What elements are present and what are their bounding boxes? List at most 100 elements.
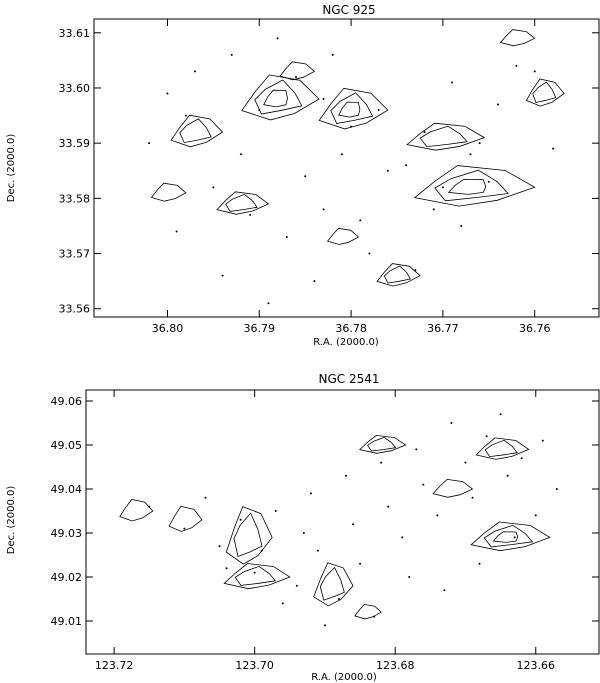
star-point — [212, 186, 215, 189]
star-point — [450, 422, 453, 424]
stellar-association-contour — [383, 265, 412, 284]
star-point — [471, 496, 474, 499]
stellar-association-contour — [313, 562, 354, 607]
x-tick-label: 36.78 — [335, 322, 367, 335]
x-tick-label: 123.68 — [376, 659, 415, 672]
star-point — [323, 624, 326, 627]
stellar-association-contour — [330, 92, 374, 124]
panel2-x-ticks: 123.72 123.70 123.68 123.66 — [95, 390, 555, 672]
x-tick-label: 36.80 — [152, 322, 184, 335]
star-point — [239, 153, 242, 156]
panel2-title: NGC 2541 — [318, 372, 379, 386]
star-point — [184, 114, 187, 117]
star-point — [408, 576, 411, 578]
star-point — [469, 153, 472, 156]
star-point — [148, 142, 151, 145]
y-tick-label: 49.06 — [51, 395, 83, 408]
panel1-title: NGC 925 — [322, 3, 375, 17]
star-point — [316, 549, 319, 552]
star-point — [276, 37, 279, 40]
star-point — [225, 567, 228, 570]
stellar-association-contour — [254, 79, 303, 115]
panel2-y-ticks: 49.01 49.02 49.03 49.04 49.05 49.06 — [51, 395, 599, 628]
x-tick-label: 123.70 — [235, 659, 274, 672]
star-point — [221, 274, 224, 277]
stellar-association-contour — [354, 604, 382, 620]
star-point — [309, 492, 312, 495]
stellar-association-contour — [413, 165, 536, 207]
star-point — [253, 571, 256, 574]
stellar-association-contour — [470, 521, 551, 552]
stellar-association-contour — [119, 499, 154, 522]
stellar-association-contour — [532, 81, 557, 103]
x-tick-label: 36.76 — [519, 322, 551, 335]
stellar-association-contour — [338, 101, 361, 118]
star-point — [497, 103, 499, 106]
stellar-association-contour — [432, 478, 474, 498]
star-point — [194, 70, 196, 73]
star-point — [340, 153, 343, 156]
star-point — [313, 280, 316, 283]
panel1-y-axis-label: Dec. (2000.0) — [6, 134, 17, 203]
star-point — [295, 75, 297, 78]
stellar-association-contour — [434, 169, 509, 202]
star-point — [337, 598, 340, 600]
stellar-association-contour — [358, 434, 407, 454]
star-point — [218, 545, 221, 548]
stellar-association-contour — [170, 114, 224, 148]
stellar-association-contour — [263, 89, 288, 108]
star-point — [499, 413, 502, 416]
star-point — [359, 219, 362, 222]
y-tick-label: 49.05 — [51, 439, 83, 452]
x-tick-label: 36.79 — [244, 322, 276, 335]
star-point — [464, 461, 467, 464]
y-tick-label: 49.02 — [51, 571, 83, 584]
stellar-association-contour — [223, 563, 291, 590]
y-tick-label: 49.04 — [51, 483, 83, 496]
star-point — [204, 496, 207, 499]
star-point — [166, 92, 169, 95]
star-point — [555, 488, 558, 490]
star-point — [534, 514, 537, 517]
star-point — [304, 175, 307, 178]
star-point — [302, 532, 305, 534]
star-point — [387, 505, 390, 508]
star-point — [432, 208, 435, 211]
stellar-association-contour — [525, 78, 565, 107]
panel2-x-axis-label: R.A. (2000.0) — [311, 672, 377, 683]
star-point — [175, 230, 178, 233]
x-tick-label: 123.66 — [517, 659, 556, 672]
y-tick-label: 33.59 — [59, 137, 91, 150]
stellar-association-contour — [499, 29, 536, 47]
stellar-association-contour — [168, 505, 203, 532]
star-point — [436, 514, 439, 517]
panel2-plot-frame — [85, 389, 600, 655]
stellar-association-contour — [376, 263, 421, 287]
star-point — [533, 70, 536, 73]
stellar-association-contour — [233, 512, 263, 558]
star-point — [274, 510, 277, 512]
stellar-association-contour — [484, 439, 518, 458]
star-point — [183, 527, 186, 530]
star-point — [359, 562, 362, 565]
star-point — [541, 439, 544, 442]
x-tick-label: 36.77 — [427, 322, 459, 335]
stellar-association-contour — [318, 87, 389, 130]
panel-ngc925: NGC 925 36.80 36.79 36.78 36.77 36.76 33.563… — [6, 3, 600, 348]
stellar-association-contour — [326, 227, 360, 245]
star-point — [422, 483, 425, 486]
y-tick-label: 49.01 — [51, 615, 83, 628]
panel1-marks — [148, 29, 565, 305]
star-point — [405, 164, 408, 167]
y-tick-label: 33.57 — [59, 248, 91, 261]
stellar-association-contour — [367, 436, 397, 452]
star-point — [230, 53, 233, 56]
stellar-association-contour — [483, 524, 534, 548]
star-point — [441, 186, 444, 189]
star-point — [485, 435, 488, 438]
star-point — [552, 147, 555, 150]
stellar-association-contour — [406, 122, 486, 151]
stellar-association-contour — [216, 191, 270, 215]
star-point — [478, 562, 481, 565]
panel2-marks — [119, 413, 558, 627]
